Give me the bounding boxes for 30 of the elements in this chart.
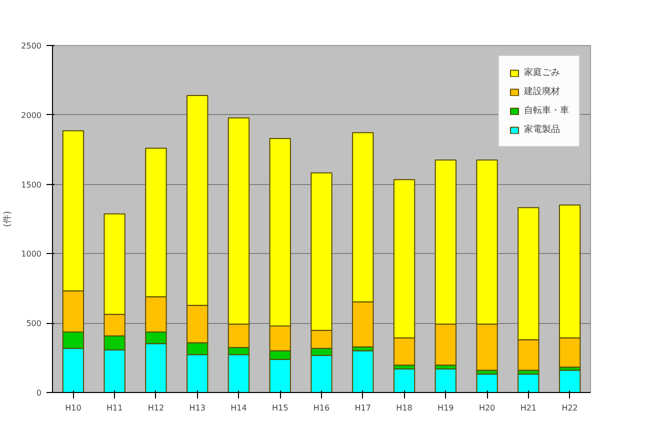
y-tick-label: 1000	[21, 250, 42, 259]
y-tick-label: 2000	[21, 110, 42, 120]
x-tick-label: H11	[106, 404, 123, 412]
x-tick-label: H13	[189, 404, 206, 412]
y-tick-label: 1500	[21, 180, 42, 190]
bar	[352, 350, 374, 392]
bar	[558, 370, 581, 392]
bar	[518, 374, 540, 392]
legend-label: 家庭ごみ	[524, 66, 560, 79]
bar	[476, 374, 498, 392]
x-tick-label: H16	[313, 404, 330, 412]
legend-label: 家電製品	[524, 124, 560, 136]
y-tick-label: 2500	[21, 42, 42, 50]
bar	[434, 368, 456, 392]
legend-label: 建設廃材	[524, 86, 560, 98]
x-tick-label: H17	[354, 404, 371, 412]
x-tick-label: H14	[230, 404, 247, 412]
x-tick-label: H19	[438, 404, 454, 412]
legend-label: 自転車・車	[524, 104, 569, 117]
y-tick-label: 0	[36, 388, 42, 398]
x-tick-label: H15	[272, 404, 288, 412]
x-tick-label: H10	[65, 404, 82, 412]
x-tick-label: H18	[396, 404, 412, 412]
bar	[393, 368, 416, 392]
y-axis-title: (件)	[2, 210, 14, 228]
x-tick-label: H20	[478, 404, 496, 412]
x-tick-label: H22	[562, 404, 578, 412]
x-tick-label: H12	[148, 404, 164, 412]
x-tick-label: H21	[520, 404, 537, 412]
y-tick-label: 500	[26, 319, 42, 328]
